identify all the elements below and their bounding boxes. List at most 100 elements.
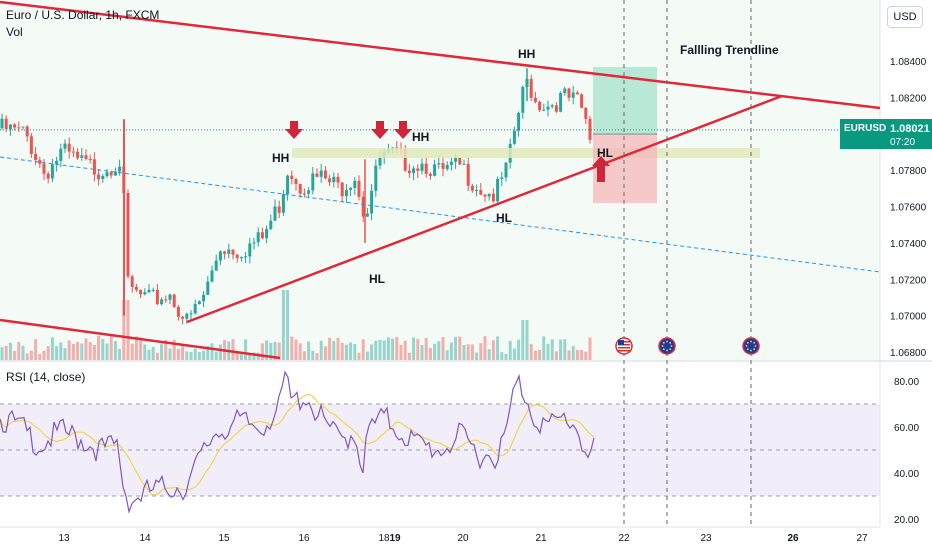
volume-bar	[542, 336, 546, 360]
volume-bar	[445, 350, 449, 360]
volume-label: Vol	[6, 25, 23, 39]
candle-up	[563, 86, 567, 96]
volume-bar	[168, 348, 172, 360]
candle-up	[197, 300, 201, 305]
y-tick-label: 1.07600	[890, 203, 927, 214]
volume-bar	[38, 353, 42, 360]
candle-up	[500, 171, 504, 187]
candle-up	[151, 287, 155, 293]
candle-up	[412, 165, 416, 181]
label-hh: HH	[412, 130, 429, 144]
volume-bar	[302, 351, 306, 360]
volume-bar	[382, 340, 386, 360]
volume-bar	[508, 340, 512, 360]
candle-down	[416, 164, 420, 178]
volume-bar	[546, 343, 550, 360]
candle-up	[286, 174, 290, 201]
volume-bar	[286, 290, 290, 360]
candle-down	[361, 191, 365, 222]
candle-down	[67, 137, 71, 159]
volume-bar	[76, 342, 80, 360]
candle-down	[407, 164, 411, 178]
channel-midline	[0, 156, 881, 273]
candle-down	[155, 284, 159, 306]
rsi-tick-label: 20.00	[894, 515, 919, 526]
candle-up	[50, 158, 54, 183]
volume-bar	[97, 336, 101, 360]
candle-up	[571, 85, 575, 105]
candle-up	[206, 276, 210, 295]
volume-bar	[580, 349, 584, 360]
volume-bar	[412, 337, 416, 360]
candle-down	[25, 125, 29, 142]
volume-bar	[244, 339, 248, 360]
chart-title: Euro / U.S. Dollar, 1h, FXCM	[6, 8, 160, 22]
candle-down	[290, 170, 294, 185]
label-hh: HH	[518, 47, 535, 61]
candle-up	[101, 173, 105, 183]
volume-bar	[155, 352, 159, 360]
volume-bar	[441, 336, 445, 360]
candle-up	[420, 158, 424, 175]
candle-down	[235, 253, 239, 263]
volume-bar	[42, 350, 46, 360]
candle-down	[529, 74, 533, 101]
volume-bar	[84, 338, 88, 360]
candle-up	[311, 166, 315, 195]
volume-bar	[466, 344, 470, 360]
candle-up	[374, 159, 378, 197]
volume-bar	[311, 350, 315, 360]
candle-down	[441, 156, 445, 177]
volume-bar	[239, 352, 243, 360]
rsi-title: RSI (14, close)	[6, 370, 86, 384]
candle-down	[29, 133, 33, 158]
volume-bar	[273, 341, 277, 360]
volume-bar	[210, 343, 214, 360]
volume-bar	[290, 336, 294, 360]
currency-button[interactable]: USD	[887, 6, 923, 28]
candle-down	[323, 165, 327, 180]
x-tick-label: 19	[389, 533, 401, 544]
candle-up	[227, 243, 231, 259]
candle-up	[281, 189, 285, 216]
volume-bar	[483, 336, 487, 360]
volume-bar	[370, 344, 374, 360]
candle-down	[466, 156, 470, 192]
candle-up	[160, 297, 164, 306]
flag-eu-icon	[658, 337, 676, 355]
candle-down	[315, 168, 319, 178]
volume-bar	[428, 347, 432, 360]
volume-bar	[265, 340, 269, 360]
volume-bar	[172, 339, 176, 360]
volume-bar	[319, 340, 323, 360]
x-tick-label: 20	[457, 533, 469, 544]
volume-bar	[193, 348, 197, 360]
y-tick-label: 1.07000	[890, 312, 927, 323]
volume-bar	[13, 351, 17, 360]
candle-up	[344, 184, 348, 203]
candle-up	[202, 290, 206, 308]
rsi-tick-label: 80.00	[894, 377, 919, 388]
candle-up	[252, 237, 256, 250]
volume-bar	[0, 347, 4, 360]
candle-up	[542, 103, 546, 112]
volume-bar	[143, 344, 147, 360]
volume-bar	[315, 353, 319, 360]
volume-bar	[29, 350, 33, 360]
volume-bar	[134, 336, 138, 360]
volume-bar	[176, 348, 180, 360]
candle-down	[533, 91, 537, 104]
volume-bar	[567, 350, 571, 360]
volume-bar	[571, 346, 575, 360]
volume-bar	[101, 338, 105, 360]
volume-bar	[378, 339, 382, 360]
volume-bar	[248, 353, 252, 360]
volume-bar	[357, 352, 361, 360]
rising-trendline	[186, 94, 783, 324]
candle-down	[139, 289, 143, 299]
candle-down	[71, 146, 75, 158]
candle-down	[76, 148, 80, 160]
volume-bar	[416, 338, 420, 360]
volume-bar	[470, 344, 474, 360]
